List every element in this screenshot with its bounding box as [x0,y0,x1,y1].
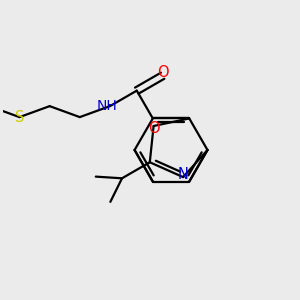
Text: N: N [178,167,188,182]
Text: O: O [148,121,159,136]
Text: O: O [157,65,169,80]
Text: NH: NH [97,99,118,113]
Text: S: S [15,110,24,124]
